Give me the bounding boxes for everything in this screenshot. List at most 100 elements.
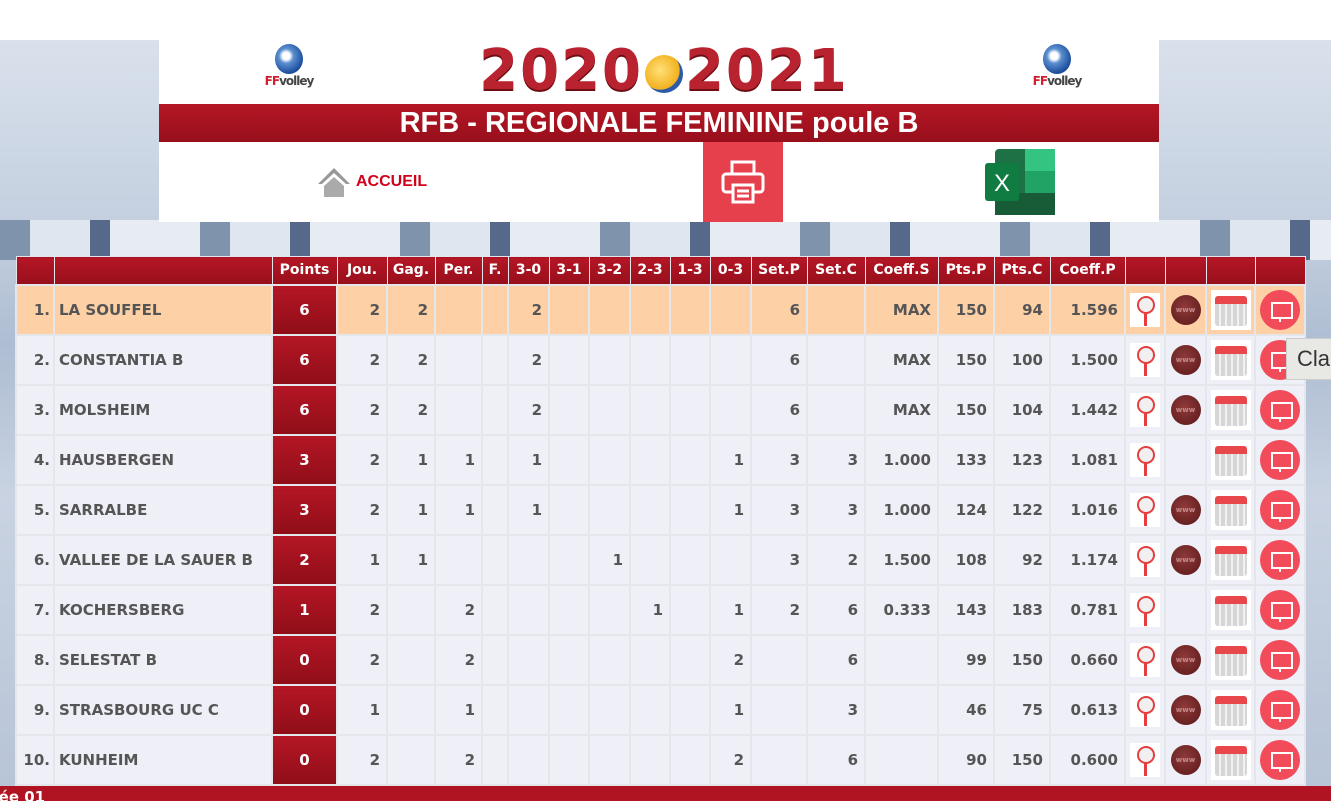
cell-setc: 3 — [806, 683, 866, 736]
cell-jou: 2 — [336, 383, 388, 436]
table-header: Points Jou. Gag. Per. F. 3-0 3-1 3-2 2-3 1-3 0-3 Se… — [15, 256, 1306, 285]
table-row: 2. CONSTANTIA B 6 2 2 2 6 MAX 150 100 1.500 www — [15, 333, 1306, 386]
map-pin-icon[interactable] — [1130, 642, 1160, 677]
cell-f — [481, 683, 509, 736]
website-icon[interactable]: www — [1170, 644, 1201, 675]
calendar-icon[interactable] — [1210, 639, 1251, 680]
map-pin-icon[interactable] — [1130, 592, 1160, 627]
cell-s31 — [548, 633, 590, 686]
cell-gag: 2 — [386, 333, 436, 386]
website-icon[interactable]: www — [1170, 294, 1201, 325]
cell-website: www — [1164, 533, 1207, 586]
website-icon[interactable]: www — [1170, 694, 1201, 725]
cell-coeffp: 1.500 — [1049, 333, 1126, 386]
cell-s13 — [669, 583, 711, 636]
cell-per: 1 — [434, 433, 483, 486]
presentation-icon[interactable] — [1260, 639, 1300, 680]
column-header: 3-2 — [588, 256, 631, 285]
map-pin-icon[interactable] — [1130, 442, 1160, 477]
cell-rank: 5. — [15, 483, 55, 536]
cell-s23: 1 — [629, 583, 671, 636]
cell-points: 6 — [271, 333, 338, 386]
cell-f — [481, 333, 509, 386]
cell-gag: 2 — [386, 383, 436, 436]
calendar-icon[interactable] — [1210, 739, 1251, 780]
calendar-icon[interactable] — [1210, 539, 1251, 580]
cell-gag: 2 — [386, 283, 436, 336]
cell-s30: 2 — [507, 333, 550, 386]
website-icon[interactable]: www — [1170, 344, 1201, 375]
print-button[interactable] — [703, 142, 783, 222]
cell-ptsc: 100 — [993, 333, 1051, 386]
standings-table: Points Jou. Gag. Per. F. 3-0 3-1 3-2 2-3 1-3 0-3 Se… — [15, 256, 1306, 786]
calendar-icon[interactable] — [1210, 339, 1251, 380]
cell-jou: 2 — [336, 583, 388, 636]
column-header — [15, 256, 55, 285]
map-pin-icon[interactable] — [1130, 742, 1160, 777]
cell-coeffs: 1.000 — [864, 433, 939, 486]
calendar-icon[interactable] — [1210, 489, 1251, 530]
cell-s30: 2 — [507, 383, 550, 436]
website-icon[interactable]: www — [1170, 494, 1201, 525]
table-row: 4. HAUSBERGEN 3 2 1 1 1 1 3 3 1.000 133 123 1.081 — [15, 433, 1306, 486]
cell-s30: 1 — [507, 483, 550, 536]
cell-ptsc: 150 — [993, 633, 1051, 686]
cell-s30: 1 — [507, 433, 550, 486]
excel-export-button[interactable]: X — [985, 149, 1057, 219]
cell-team: KUNHEIM — [53, 733, 273, 786]
map-pin-icon[interactable] — [1130, 542, 1160, 577]
map-pin-icon[interactable] — [1130, 692, 1160, 727]
cell-s13 — [669, 433, 711, 486]
cell-coeffs — [864, 733, 939, 786]
presentation-icon[interactable] — [1260, 689, 1300, 730]
cell-map-pin — [1124, 483, 1166, 536]
cell-s32 — [588, 283, 631, 336]
presentation-icon[interactable] — [1260, 289, 1300, 330]
presentation-icon[interactable] — [1260, 389, 1300, 430]
presentation-icon[interactable] — [1260, 589, 1300, 630]
column-header — [53, 256, 273, 285]
cell-map-pin — [1124, 383, 1166, 436]
column-header: Pts.C — [993, 256, 1051, 285]
column-header: Per. — [434, 256, 483, 285]
home-link[interactable]: ACCUEIL — [316, 166, 427, 198]
cell-f — [481, 583, 509, 636]
cell-gag: 1 — [386, 533, 436, 586]
table-row: 8. SELESTAT B 0 2 2 2 6 99 150 0.660 www — [15, 633, 1306, 686]
cell-s31 — [548, 683, 590, 736]
calendar-icon[interactable] — [1210, 389, 1251, 430]
cell-presentation — [1254, 733, 1306, 786]
cell-website: www — [1164, 383, 1207, 436]
map-pin-icon[interactable] — [1130, 492, 1160, 527]
column-header — [1205, 256, 1256, 285]
map-pin-icon[interactable] — [1130, 392, 1160, 427]
table-row: 9. STRASBOURG UC C 0 1 1 1 3 46 75 0.613 www — [15, 683, 1306, 736]
cell-calendar — [1205, 533, 1256, 586]
website-icon[interactable]: www — [1170, 394, 1201, 425]
cell-coeffs: MAX — [864, 283, 939, 336]
cell-per: 1 — [434, 683, 483, 736]
calendar-icon[interactable] — [1210, 439, 1251, 480]
cell-map-pin — [1124, 433, 1166, 486]
cell-coeffp: 0.600 — [1049, 733, 1126, 786]
map-pin-icon[interactable] — [1130, 292, 1160, 327]
calendar-icon[interactable] — [1210, 289, 1251, 330]
website-icon[interactable]: www — [1170, 744, 1201, 775]
cell-setp: 3 — [750, 483, 808, 536]
cell-map-pin — [1124, 683, 1166, 736]
cell-s32 — [588, 333, 631, 386]
calendar-icon[interactable] — [1210, 689, 1251, 730]
website-icon[interactable]: www — [1170, 544, 1201, 575]
presentation-icon[interactable] — [1260, 489, 1300, 530]
table-row: 5. SARRALBE 3 2 1 1 1 1 3 3 1.000 124 122 1.016 www — [15, 483, 1306, 536]
season-end: 2021 — [685, 38, 849, 103]
cell-team: HAUSBERGEN — [53, 433, 273, 486]
season-start: 2020 — [479, 38, 643, 103]
calendar-icon[interactable] — [1210, 589, 1251, 630]
presentation-icon[interactable] — [1260, 739, 1300, 780]
cell-ptsc: 122 — [993, 483, 1051, 536]
presentation-icon[interactable] — [1260, 539, 1300, 580]
presentation-icon[interactable] — [1260, 439, 1300, 480]
cell-map-pin — [1124, 283, 1166, 336]
map-pin-icon[interactable] — [1130, 342, 1160, 377]
